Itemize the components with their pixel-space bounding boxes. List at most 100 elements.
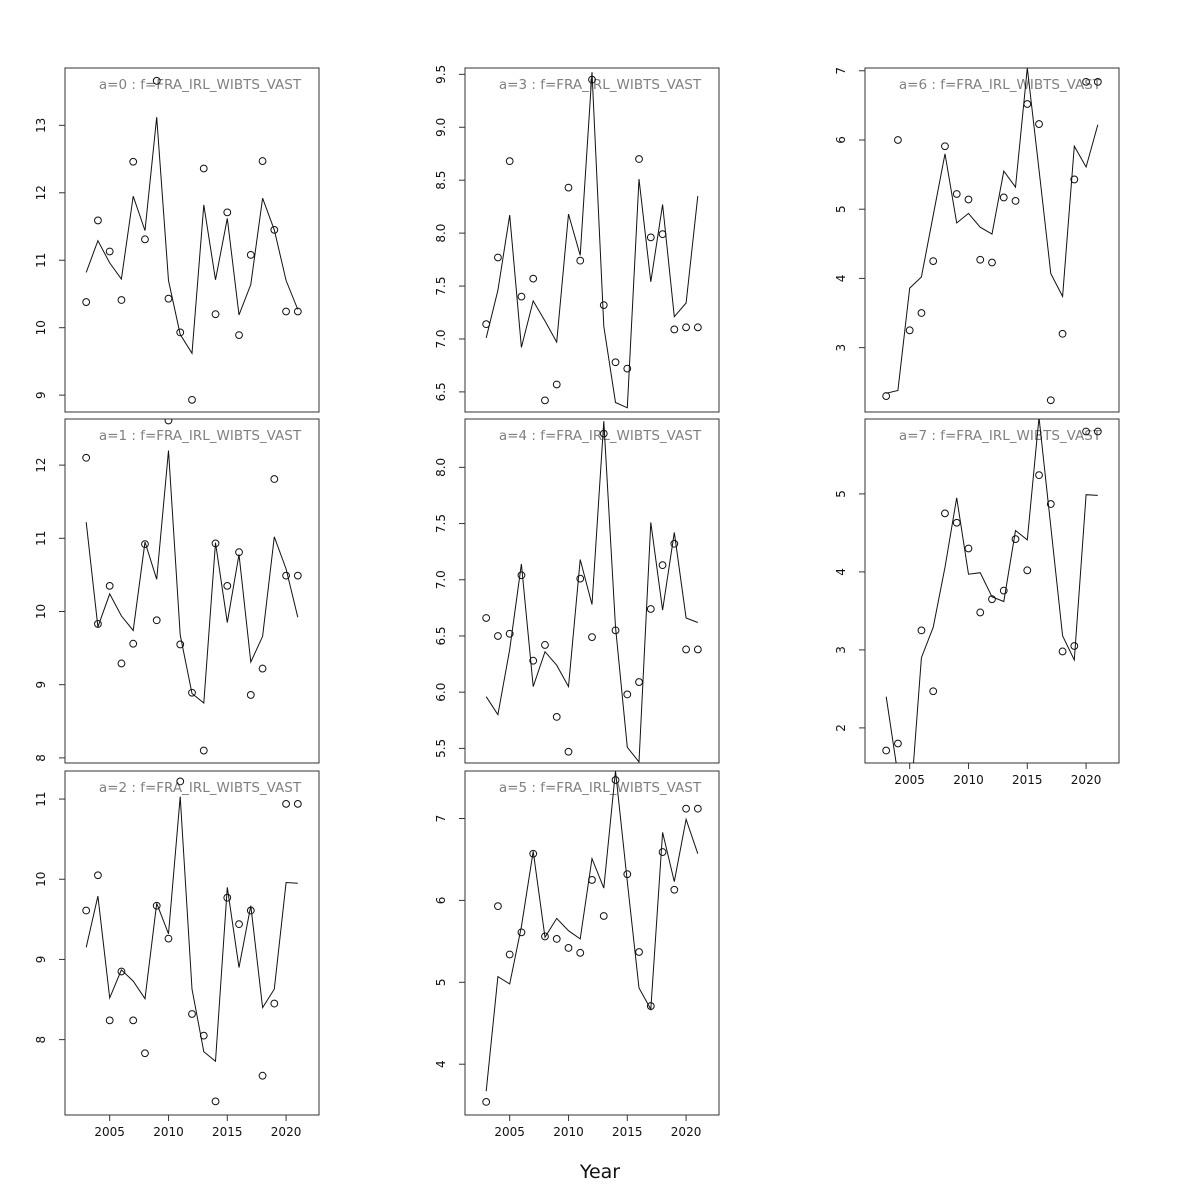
observed-point bbox=[635, 948, 643, 956]
panel-data bbox=[82, 76, 302, 404]
observed-point bbox=[599, 912, 608, 920]
observed-point bbox=[576, 574, 585, 583]
x-tick-label: 2015 bbox=[612, 1125, 643, 1139]
observed-point bbox=[188, 1010, 196, 1018]
observed-point bbox=[541, 641, 549, 649]
y-tick-label: 2 bbox=[834, 724, 848, 732]
observed-point bbox=[164, 294, 173, 303]
observed-point bbox=[635, 155, 643, 163]
observed-point bbox=[658, 561, 667, 570]
observed-point bbox=[588, 75, 596, 84]
observed-point bbox=[894, 136, 902, 144]
observed-point bbox=[505, 629, 514, 638]
observed-point bbox=[576, 256, 585, 265]
observed-point bbox=[552, 935, 561, 943]
observed-point bbox=[211, 310, 220, 319]
observed-point bbox=[164, 934, 173, 943]
panel-title: a=3 : f=FRA_IRL_WIBTS_VAST bbox=[499, 77, 702, 93]
observed-point bbox=[141, 1049, 149, 1058]
fitted-line bbox=[85, 796, 298, 1063]
fitted-line bbox=[886, 68, 1099, 394]
panel-data bbox=[882, 419, 1102, 763]
observed-point bbox=[270, 999, 279, 1008]
observed-point bbox=[282, 571, 290, 580]
observed-point bbox=[693, 645, 702, 654]
observed-point bbox=[941, 509, 949, 518]
observed-point bbox=[964, 544, 973, 553]
panel-frame bbox=[64, 67, 320, 413]
y-tick-label: 5 bbox=[834, 490, 848, 498]
fitted-line bbox=[485, 771, 699, 1092]
x-tick-label: 2020 bbox=[1071, 773, 1102, 787]
panel-title: a=5 : f=FRA_IRL_WIBTS_VAST bbox=[499, 780, 702, 796]
observed-point bbox=[682, 323, 690, 332]
panel-title: a=4 : f=FRA_IRL_WIBTS_VAST bbox=[499, 428, 702, 444]
observed-point bbox=[988, 258, 996, 267]
y-tick-label: 8 bbox=[34, 754, 48, 762]
observed-point bbox=[541, 396, 549, 405]
observed-point bbox=[929, 687, 938, 696]
y-tick-label: 9 bbox=[34, 391, 48, 399]
observed-point bbox=[517, 292, 526, 301]
y-tick-label: 8.0 bbox=[434, 224, 448, 243]
observed-point bbox=[564, 747, 573, 756]
observed-point bbox=[611, 626, 620, 635]
observed-point bbox=[293, 571, 302, 580]
observed-point bbox=[199, 746, 208, 755]
fitted-line bbox=[85, 117, 299, 355]
y-tick-label: 11 bbox=[34, 791, 48, 806]
panel-frame bbox=[464, 67, 720, 413]
observed-point bbox=[223, 581, 232, 590]
y-tick-label: 8 bbox=[34, 1036, 48, 1044]
observed-point bbox=[623, 870, 632, 879]
x-tick-label: 2010 bbox=[553, 1125, 584, 1139]
observed-point bbox=[670, 325, 679, 334]
panel-3: 6.5 7.0 7.5 8.0 8.5 9.0 9.5 a=3 : f=FRA_IRL_WIB… bbox=[434, 65, 720, 413]
observed-point bbox=[129, 1016, 138, 1025]
observed-point bbox=[282, 307, 290, 316]
fitted-line bbox=[485, 72, 699, 409]
y-tick-label: 6.5 bbox=[434, 382, 448, 401]
observed-point bbox=[105, 581, 114, 590]
observed-point bbox=[482, 320, 491, 329]
panel-2: 8 9 10 11 2005 2010 2015 2020 a=2 : f=FRA_IRL_WI… bbox=[34, 770, 320, 1139]
y-tick-label: 4 bbox=[834, 275, 848, 283]
observed-point bbox=[211, 539, 220, 548]
y-tick-label: 12 bbox=[34, 185, 48, 200]
observed-point bbox=[188, 395, 196, 404]
observed-point bbox=[682, 645, 690, 654]
observed-point bbox=[1011, 196, 1020, 205]
observed-point bbox=[529, 849, 538, 858]
observed-point bbox=[670, 539, 679, 548]
x-tick-label: 2020 bbox=[271, 1125, 302, 1139]
panel-frame bbox=[464, 418, 720, 764]
panel-7: 2 3 4 5 2005 2010 2015 2020 a=7 : f=FRA_IRL_WIBT… bbox=[834, 418, 1120, 787]
observed-point bbox=[635, 678, 643, 686]
y-tick-label: 9.5 bbox=[434, 65, 448, 84]
observed-point bbox=[270, 225, 279, 234]
observed-point bbox=[1023, 100, 1032, 108]
observed-point bbox=[235, 331, 243, 340]
observed-point bbox=[1058, 647, 1067, 656]
observed-point bbox=[176, 640, 185, 649]
y-tick-label: 7.5 bbox=[434, 514, 448, 533]
y-tick-label: 4 bbox=[434, 1060, 448, 1068]
x-tick-label: 2005 bbox=[894, 773, 925, 787]
observed-point bbox=[211, 1097, 220, 1106]
observed-point bbox=[964, 195, 973, 204]
observed-point bbox=[682, 804, 690, 813]
observed-point bbox=[188, 688, 196, 697]
y-tick-label: 9.0 bbox=[434, 118, 448, 137]
panel-frame bbox=[864, 67, 1120, 413]
observed-point bbox=[529, 274, 538, 283]
y-tick-label: 11 bbox=[34, 253, 48, 268]
observed-point bbox=[235, 920, 243, 929]
observed-point bbox=[293, 799, 302, 808]
x-axis-label: Year bbox=[579, 1161, 620, 1183]
observed-point bbox=[246, 691, 255, 699]
panel-data bbox=[482, 771, 702, 1106]
y-tick-label: 5 bbox=[434, 978, 448, 986]
observed-point bbox=[941, 142, 949, 151]
observed-point bbox=[599, 429, 608, 438]
observed-point bbox=[905, 326, 914, 335]
